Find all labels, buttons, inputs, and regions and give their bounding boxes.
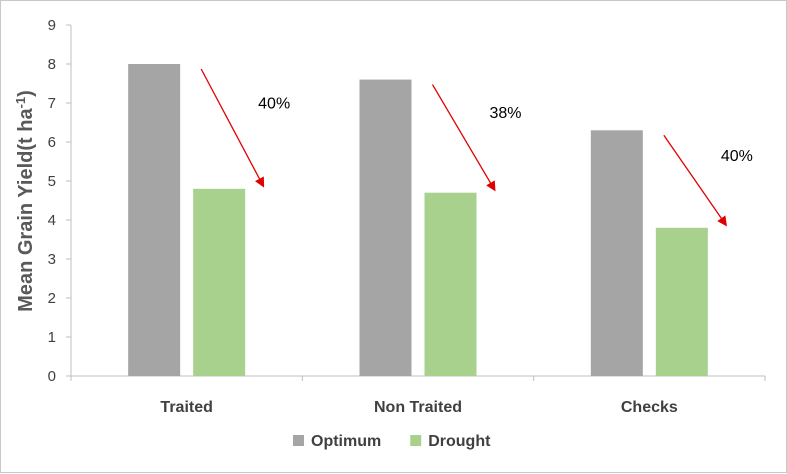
- bar-drought: [655, 227, 708, 376]
- x-tick-label: Non Traited: [374, 399, 462, 416]
- bars: [128, 64, 708, 376]
- y-tick-label: 8: [48, 56, 56, 73]
- drop-percent-label: 40%: [258, 95, 290, 112]
- bar-drought: [193, 188, 246, 376]
- drop-arrow: [200, 68, 265, 188]
- y-tick-label: 1: [48, 329, 56, 346]
- drop-percent-label: 38%: [490, 105, 522, 122]
- y-axis: 0 1 2 3 4 5 6 7 8 9: [48, 17, 72, 385]
- y-tick-label: 6: [48, 134, 56, 151]
- bar-drought: [424, 192, 477, 376]
- bar-optimum: [128, 64, 181, 376]
- y-tick-label: 5: [48, 173, 56, 190]
- legend: Optimum Drought: [293, 433, 491, 450]
- y-tick-label: 0: [48, 368, 56, 385]
- y-tick-label: 7: [48, 95, 56, 112]
- annotations: 40% 38% 40%: [200, 68, 753, 227]
- legend-swatch-drought: [410, 435, 422, 446]
- legend-label-optimum: Optimum: [311, 433, 381, 450]
- svg-text:Mean Grain Yield(t ha-1): Mean Grain Yield(t ha-1): [13, 90, 37, 312]
- drop-percent-label: 40%: [721, 148, 753, 165]
- legend-label-drought: Drought: [428, 433, 491, 450]
- x-axis: Traited Non Traited Checks: [70, 375, 766, 416]
- y-axis-label: Mean Grain Yield(t ha-1): [13, 90, 37, 312]
- y-tick-label: 2: [48, 290, 56, 307]
- legend-swatch-optimum: [293, 435, 304, 446]
- drop-arrow: [431, 84, 496, 192]
- y-tick-label: 3: [48, 251, 56, 268]
- x-tick-label: Checks: [621, 399, 678, 416]
- y-tick-label: 9: [48, 17, 56, 34]
- bar-optimum: [590, 130, 643, 376]
- drop-arrow: [663, 134, 727, 227]
- bar-optimum: [359, 79, 412, 376]
- y-tick-label: 4: [48, 212, 56, 229]
- x-tick-label: Traited: [160, 399, 212, 416]
